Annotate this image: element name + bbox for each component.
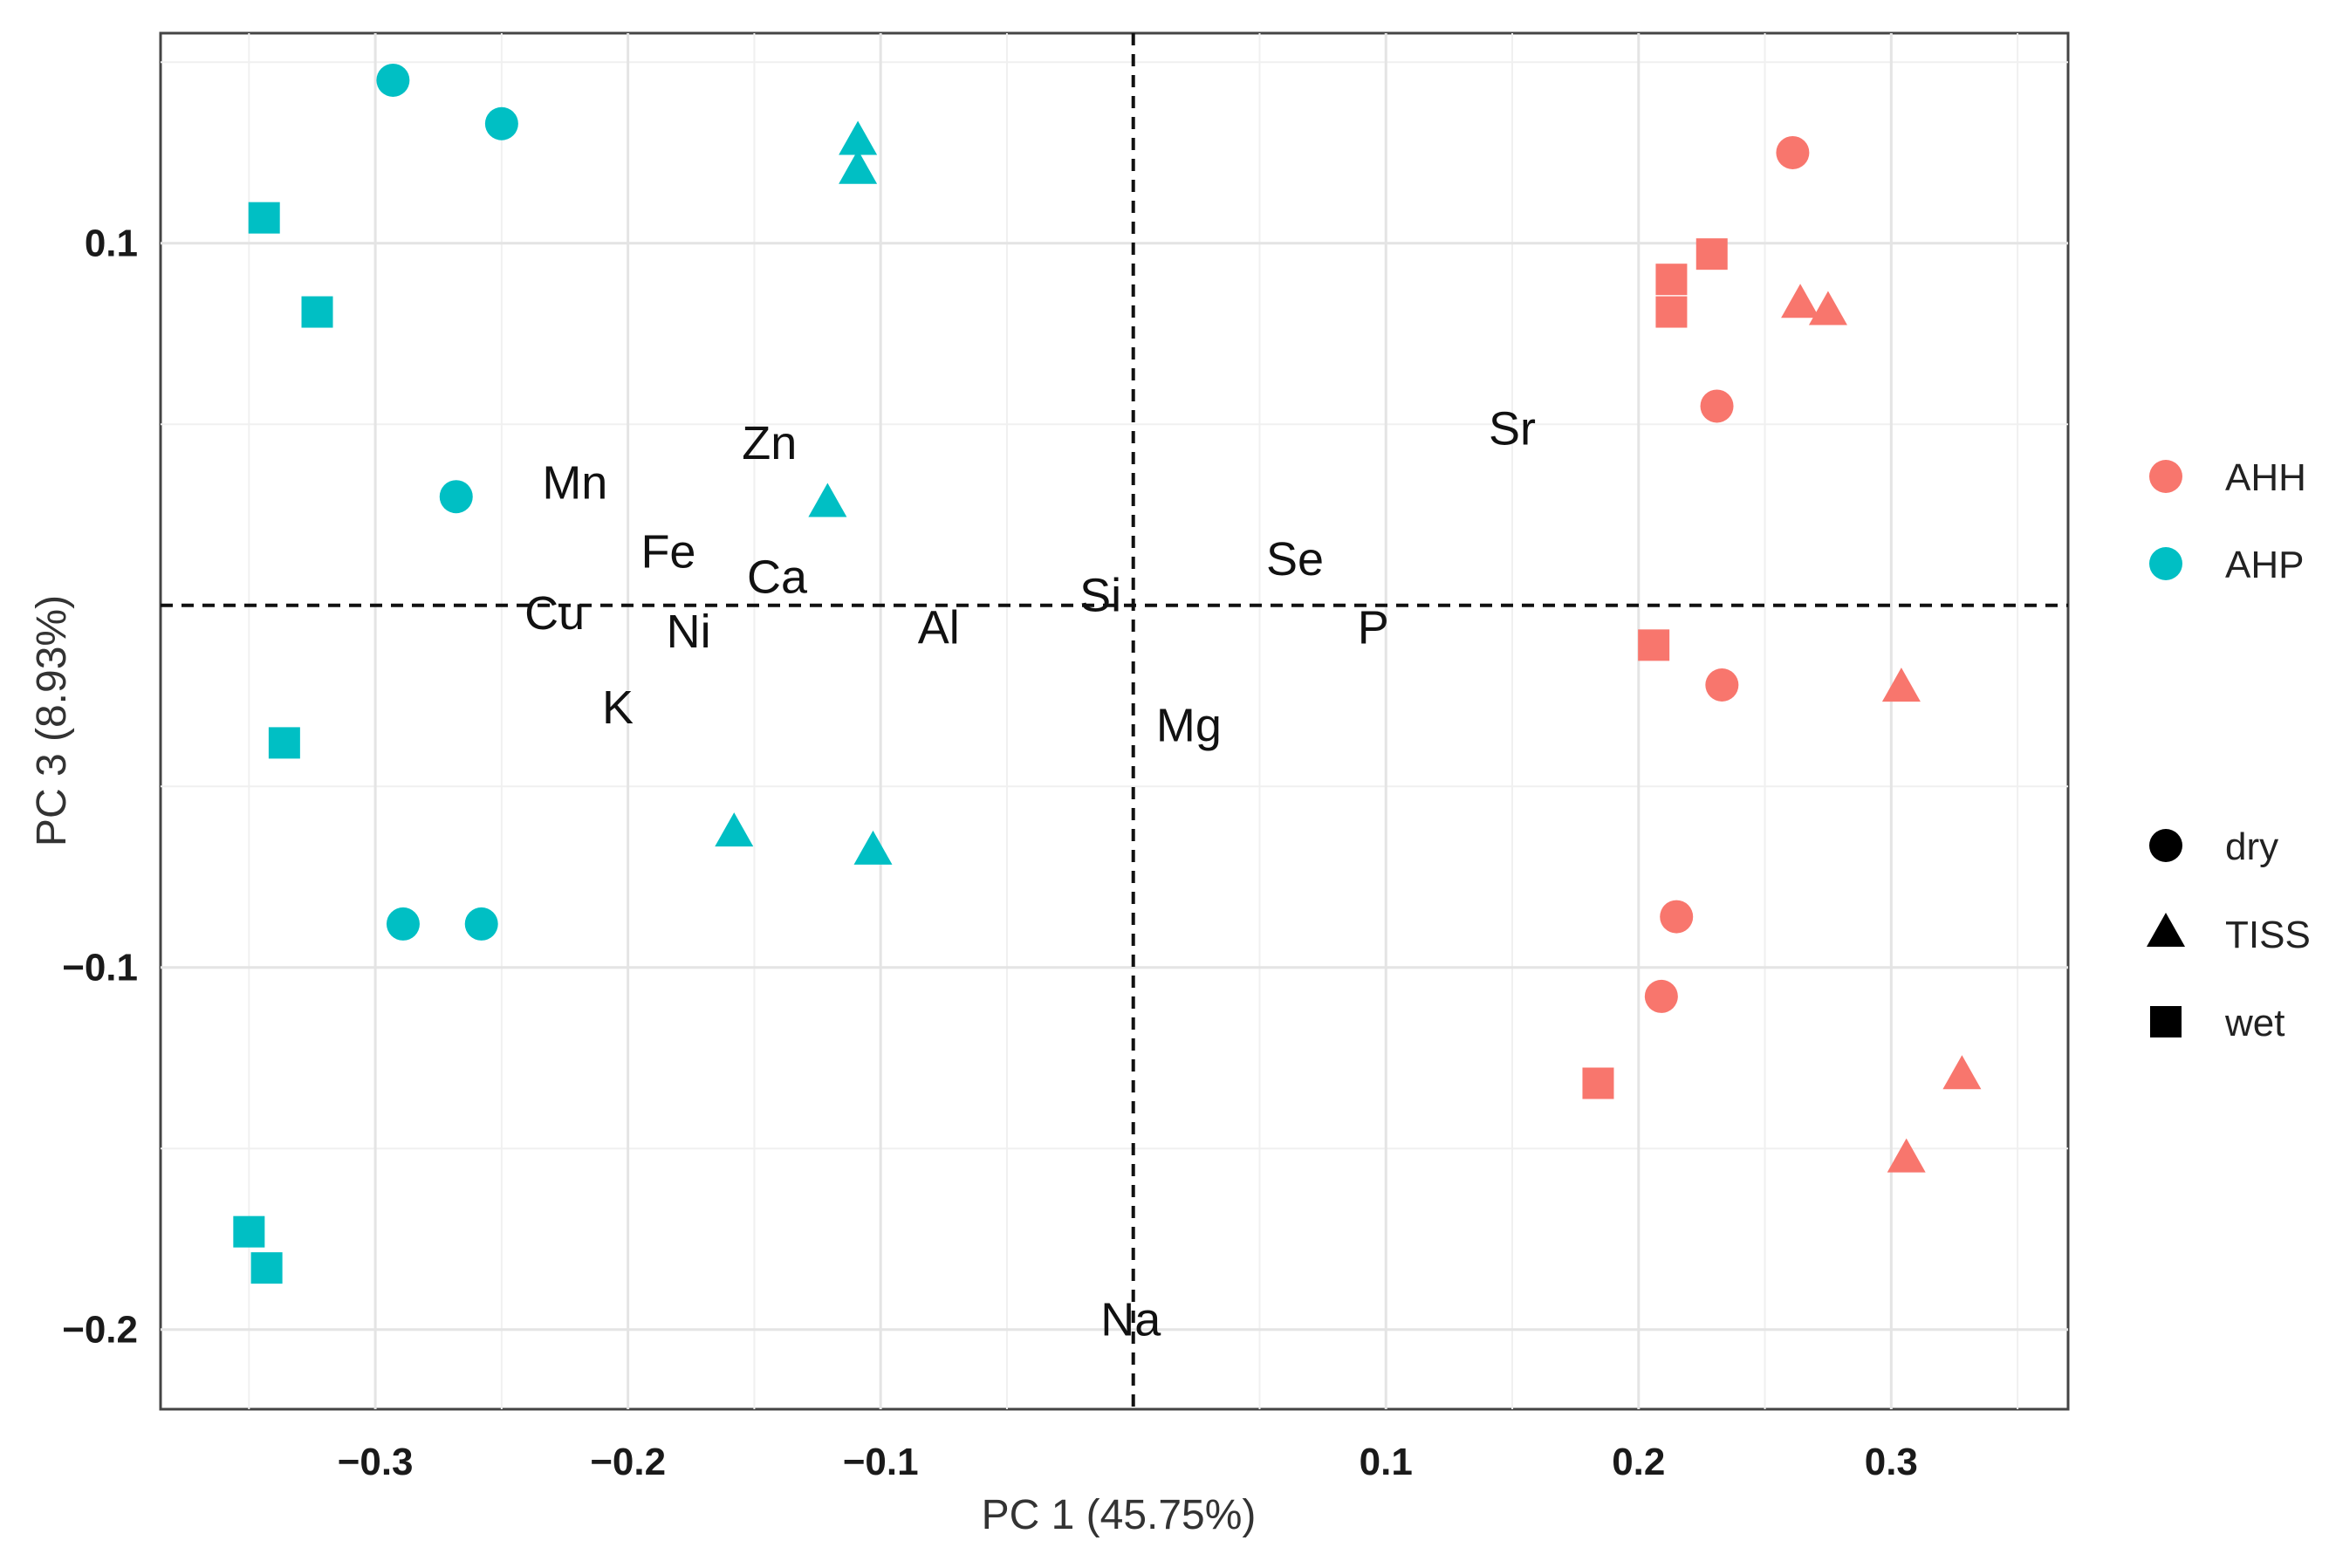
y-tick-label: 0.1	[85, 223, 138, 265]
plot-panel	[159, 31, 2070, 1411]
legend-key-ahh	[2149, 460, 2182, 493]
element-label-al: Al	[918, 602, 960, 654]
x-tick-labels: −0.3 −0.2 −0.1 0.1 0.2 0.3	[338, 1441, 1918, 1483]
element-label-ca: Ca	[747, 551, 808, 604]
element-labels: Mn Zn Fe Ca Cu Ni Al Si K Mg Se P Sr Na	[524, 402, 1536, 1345]
point-ahp-circle	[376, 63, 410, 97]
point-ahh-circle	[1705, 668, 1739, 702]
element-label-mn: Mn	[542, 457, 607, 510]
point-ahp-triangle	[808, 483, 847, 517]
element-label-fe: Fe	[640, 525, 695, 578]
point-ahp-square	[248, 202, 280, 234]
x-tick-label: 0.1	[1360, 1441, 1413, 1483]
legend-label-ahp: AHP	[2225, 544, 2304, 586]
y-tick-labels: 0.1 −0.1 −0.2	[62, 223, 138, 1352]
point-ahp-circle	[484, 106, 518, 140]
point-ahh-triangle	[1781, 284, 1820, 318]
x-tick-label: 0.3	[1865, 1441, 1918, 1483]
point-ahp-triangle	[853, 830, 893, 865]
point-ahh-triangle	[1942, 1055, 1982, 1090]
point-ahh-circle	[1776, 135, 1810, 169]
y-tick-label: −0.1	[62, 947, 138, 989]
point-ahp-triangle	[839, 149, 878, 184]
point-ahp-square	[250, 1252, 283, 1284]
point-ahh-circle	[1700, 389, 1734, 423]
legend: AHH AHP dry TISS wet	[2147, 456, 2311, 1044]
point-ahh-square	[1695, 238, 1728, 270]
point-ahh-circle	[1644, 979, 1678, 1013]
x-axis-title: PC 1 (45.75%)	[982, 1492, 1257, 1538]
point-ahp-circle	[386, 907, 420, 941]
x-tick-label: −0.3	[338, 1441, 414, 1483]
legend-key-dry	[2149, 829, 2182, 862]
element-label-sr: Sr	[1489, 402, 1536, 455]
legend-key-tiss	[2147, 913, 2185, 947]
point-ahh-square	[1655, 264, 1688, 296]
point-ahh-circle	[1660, 900, 1694, 934]
legend-label-ahh: AHH	[2225, 456, 2306, 499]
element-label-se: Se	[1266, 533, 1324, 585]
point-ahp-triangle	[715, 812, 754, 847]
point-ahp-square	[301, 296, 333, 328]
point-ahp-circle	[464, 907, 498, 941]
point-ahh-square	[1582, 1067, 1614, 1099]
reference-lines	[161, 33, 2068, 1409]
data-points	[233, 63, 1982, 1284]
grid-lines	[161, 33, 2068, 1409]
element-label-ni: Ni	[667, 606, 711, 658]
point-ahh-square	[1655, 296, 1688, 328]
x-tick-label: −0.2	[590, 1441, 666, 1483]
x-tick-label: −0.1	[843, 1441, 919, 1483]
element-label-cu: Cu	[524, 587, 585, 640]
element-label-k: K	[602, 681, 634, 734]
element-label-zn: Zn	[742, 417, 797, 469]
element-label-si: Si	[1079, 569, 1121, 621]
element-label-mg: Mg	[1156, 700, 1222, 752]
y-tick-label: −0.2	[62, 1309, 138, 1352]
x-tick-label: 0.2	[1612, 1441, 1665, 1483]
point-ahp-circle	[439, 480, 473, 514]
y-axis-title: PC 3 (8.93%)	[29, 595, 75, 846]
point-ahp-square	[268, 727, 300, 759]
point-ahh-triangle	[1887, 1138, 1926, 1173]
point-ahp-square	[233, 1215, 265, 1248]
legend-key-wet	[2150, 1006, 2182, 1037]
point-ahh-square	[1638, 629, 1670, 661]
point-ahp-triangle	[839, 120, 878, 155]
legend-label-tiss: TISS	[2225, 914, 2311, 956]
point-ahh-triangle	[1881, 668, 1921, 702]
legend-label-dry: dry	[2225, 825, 2278, 868]
element-label-na: Na	[1100, 1293, 1161, 1345]
element-label-p: P	[1358, 602, 1389, 654]
point-ahh-triangle	[1808, 291, 1847, 325]
legend-label-wet: wet	[2224, 1002, 2284, 1044]
legend-key-ahp	[2149, 547, 2182, 580]
